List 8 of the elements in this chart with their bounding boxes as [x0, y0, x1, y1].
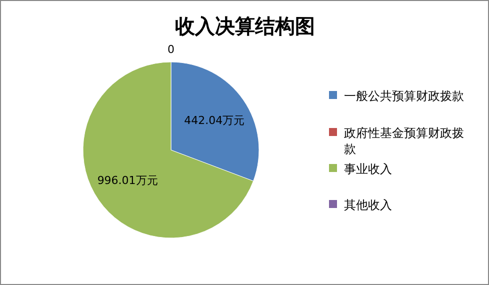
legend-label: 事业收入 [344, 162, 392, 176]
data-label: 442.04万元 [184, 114, 245, 127]
chart-title: 收入决算结构图 [175, 14, 315, 38]
legend-label: 其他收入 [344, 198, 392, 212]
legend-label: 政府性基金预算财政拨款 [344, 126, 464, 156]
text: 0 [168, 42, 174, 56]
legend-label: 一般公共预算财政拨款 [344, 89, 464, 103]
data-label: 996.01万元 [97, 174, 158, 188]
